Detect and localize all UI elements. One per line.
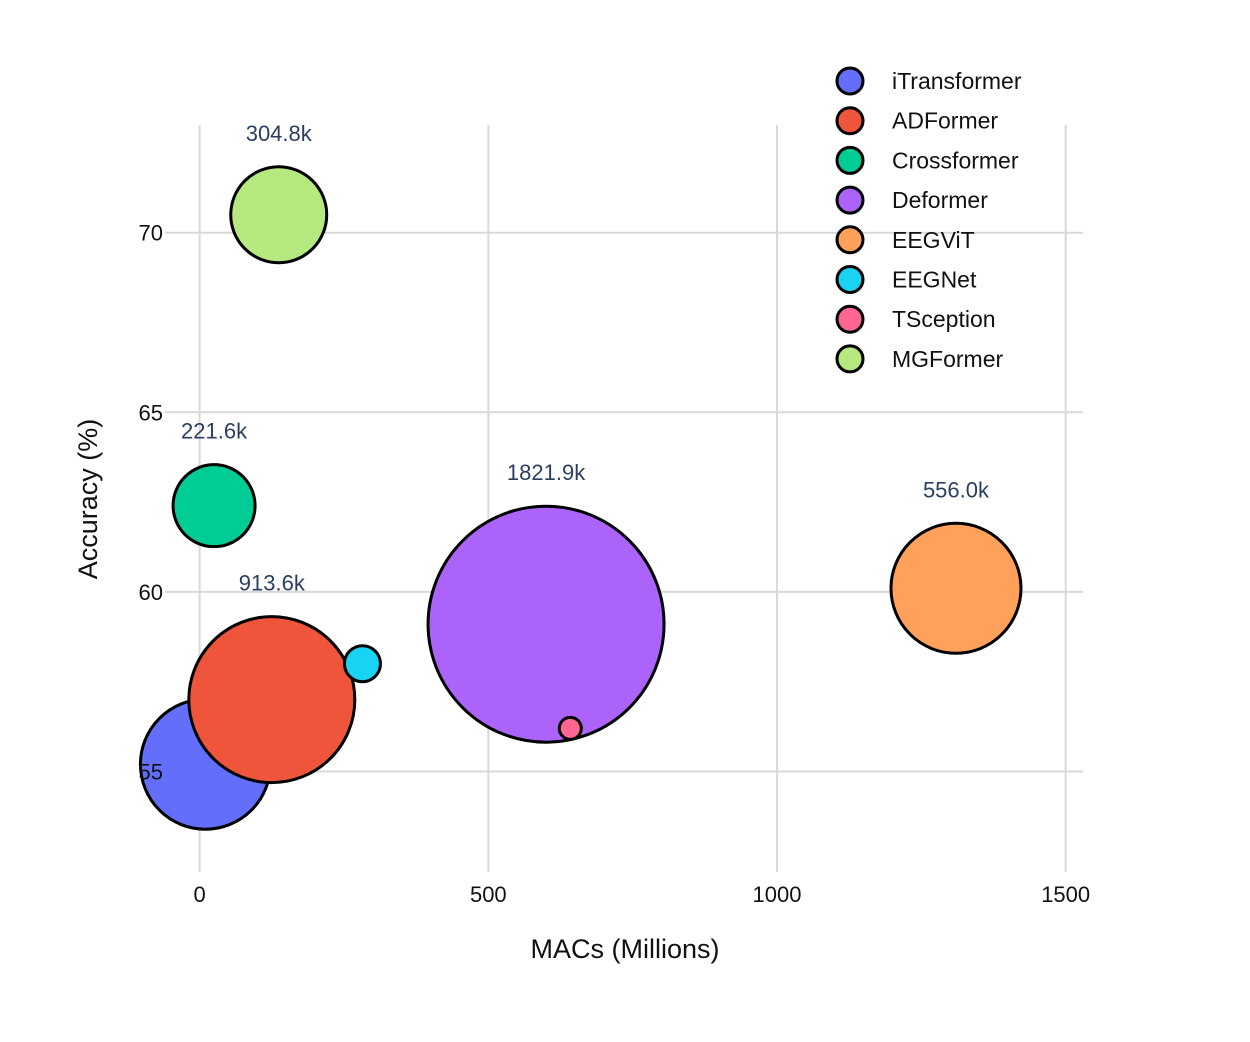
bubble-mgformer — [229, 165, 329, 265]
x-tick-label-3: 1500 — [1041, 882, 1090, 907]
legend-label-tsception: TSception — [892, 306, 996, 332]
bubble-eegvit — [889, 521, 1023, 655]
legend-label-adformer: ADFormer — [892, 108, 998, 134]
y-axis-title: Accuracy (%) — [73, 419, 103, 580]
bubble-label-eegvit: 556.0k — [923, 477, 990, 502]
y-tick-label-3: 70 — [139, 221, 163, 246]
bubble-deformer — [426, 504, 666, 744]
legend: iTransformer ADFormer Crossformer Deformer E… — [835, 66, 1022, 374]
legend-marker-tsception — [835, 304, 865, 334]
legend-marker-adformer — [835, 106, 865, 136]
legend-label-eegvit: EEGViT — [892, 227, 975, 253]
bubble-label-deformer: 1821.9k — [507, 460, 586, 485]
bubble-tsception — [557, 715, 583, 741]
y-tick-label-1: 60 — [139, 580, 163, 605]
x-tick-label-2: 1000 — [753, 882, 802, 907]
x-axis-title: MACs (Millions) — [531, 934, 720, 964]
legend-label-crossformer: Crossformer — [892, 147, 1019, 173]
legend-marker-crossformer — [835, 145, 865, 175]
bubble-labels: 913.6k 221.6k 1821.9k 556.0k 304.8k — [181, 121, 990, 596]
legend-marker-eegnet — [835, 265, 865, 294]
y-tick-label-0: 55 — [139, 759, 163, 784]
legend-marker-eegvit — [835, 225, 865, 255]
legend-label-deformer: Deformer — [892, 187, 988, 213]
bubble-label-mgformer: 304.8k — [246, 121, 313, 146]
legend-marker-deformer — [835, 185, 865, 215]
legend-marker-itransformer — [835, 66, 865, 96]
y-tick-label-2: 65 — [139, 400, 163, 425]
legend-marker-mgformer — [835, 344, 865, 374]
bubble-label-adformer: 913.6k — [239, 571, 306, 596]
x-tick-label-1: 500 — [470, 882, 507, 907]
bubble-label-crossformer: 221.6k — [181, 419, 248, 444]
bubbles — [138, 165, 1023, 831]
legend-label-eegnet: EEGNet — [892, 267, 977, 293]
bubble-adformer — [187, 615, 357, 785]
bubble-eegnet — [342, 644, 382, 684]
legend-label-mgformer: MGFormer — [892, 346, 1004, 372]
legend-label-itransformer: iTransformer — [892, 68, 1022, 94]
x-tick-label-0: 0 — [194, 882, 206, 907]
axis-ticks: 0 500 1000 1500 55 60 65 70 — [139, 221, 1091, 907]
bubble-crossformer — [171, 463, 257, 549]
